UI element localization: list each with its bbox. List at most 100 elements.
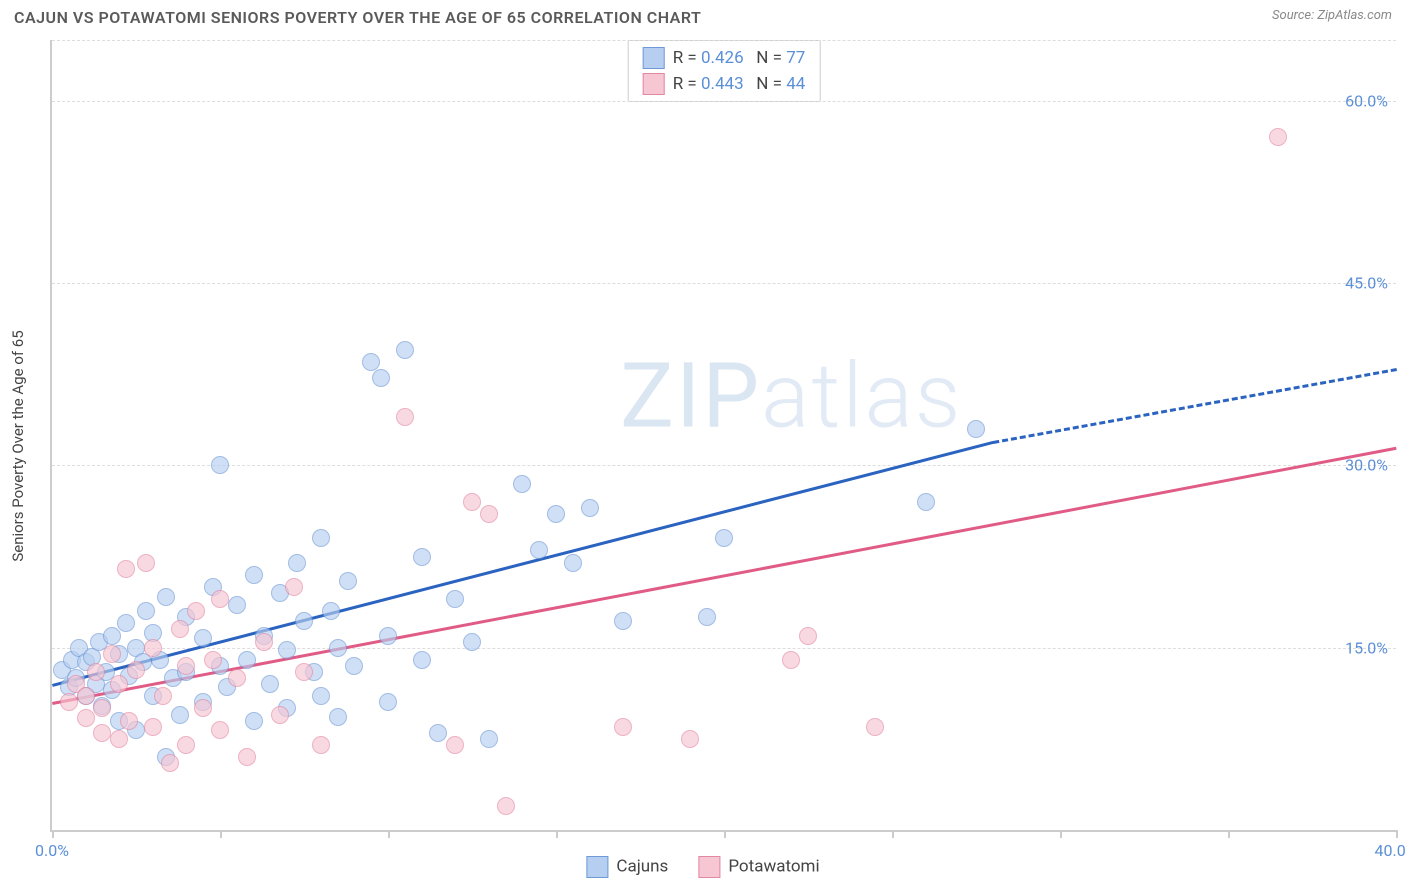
data-point bbox=[171, 706, 189, 724]
data-point bbox=[87, 663, 105, 681]
legend-label: Potawatomi bbox=[728, 856, 819, 876]
data-point bbox=[329, 708, 347, 726]
data-point bbox=[379, 627, 397, 645]
data-point bbox=[967, 420, 985, 438]
data-point bbox=[322, 602, 340, 620]
data-point bbox=[329, 639, 347, 657]
legend-swatch bbox=[586, 856, 608, 878]
data-point bbox=[463, 633, 481, 651]
y-axis-label: Seniors Poverty Over the Age of 65 bbox=[9, 330, 27, 561]
scatter-plot: ZIPatlas R = 0.426 N = 77 R = 0.443 N = 4… bbox=[50, 40, 1396, 832]
data-point bbox=[513, 475, 531, 493]
data-point bbox=[396, 341, 414, 359]
legend-label: Cajuns bbox=[616, 856, 668, 876]
data-point bbox=[117, 614, 135, 632]
data-point bbox=[312, 736, 330, 754]
data-point bbox=[177, 736, 195, 754]
data-point bbox=[211, 590, 229, 608]
data-point bbox=[339, 572, 357, 590]
data-point bbox=[187, 602, 205, 620]
data-point bbox=[698, 608, 716, 626]
data-point bbox=[137, 554, 155, 572]
legend-stat-row: R = 0.443 N = 44 bbox=[643, 71, 806, 97]
legend-series: Cajuns Potawatomi bbox=[586, 856, 819, 878]
data-point bbox=[103, 645, 121, 663]
data-point bbox=[715, 529, 733, 547]
data-point bbox=[372, 369, 390, 387]
data-point bbox=[782, 651, 800, 669]
gridline bbox=[52, 648, 1396, 649]
data-point bbox=[177, 657, 195, 675]
x-tick-label: 40.0% bbox=[1375, 841, 1406, 860]
x-tick bbox=[388, 830, 390, 838]
data-point bbox=[446, 736, 464, 754]
data-point bbox=[137, 602, 155, 620]
data-point bbox=[194, 629, 212, 647]
data-point bbox=[413, 548, 431, 566]
legend-stat-text: R = 0.426 N = 77 bbox=[673, 48, 806, 68]
data-point bbox=[211, 721, 229, 739]
data-point bbox=[161, 754, 179, 772]
data-point bbox=[255, 633, 273, 651]
data-point bbox=[1269, 128, 1287, 146]
data-point bbox=[228, 669, 246, 687]
data-point bbox=[866, 718, 884, 736]
data-point bbox=[157, 588, 175, 606]
x-tick bbox=[892, 830, 894, 838]
data-point bbox=[278, 641, 296, 659]
data-point bbox=[480, 730, 498, 748]
data-point bbox=[271, 706, 289, 724]
trend-line bbox=[993, 368, 1397, 444]
data-point bbox=[288, 554, 306, 572]
x-tick bbox=[1396, 830, 1398, 838]
data-point bbox=[144, 718, 162, 736]
data-point bbox=[120, 712, 138, 730]
y-tick-label: 15.0% bbox=[1345, 638, 1388, 657]
watermark: ZIPatlas bbox=[620, 343, 962, 448]
data-point bbox=[497, 797, 515, 815]
data-point bbox=[93, 724, 111, 742]
data-point bbox=[127, 661, 145, 679]
data-point bbox=[413, 651, 431, 669]
data-point bbox=[396, 408, 414, 426]
data-point bbox=[194, 699, 212, 717]
chart-title: CAJUN VS POTAWATOMI SENIORS POVERTY OVER… bbox=[14, 8, 701, 27]
data-point bbox=[228, 596, 246, 614]
data-point bbox=[261, 675, 279, 693]
data-point bbox=[530, 541, 548, 559]
legend-swatch bbox=[643, 73, 665, 95]
x-tick bbox=[220, 830, 222, 838]
data-point bbox=[446, 590, 464, 608]
x-tick bbox=[556, 830, 558, 838]
data-point bbox=[238, 748, 256, 766]
y-tick-label: 45.0% bbox=[1345, 274, 1388, 293]
y-tick-label: 30.0% bbox=[1345, 456, 1388, 475]
legend-swatch bbox=[643, 47, 665, 69]
data-point bbox=[204, 651, 222, 669]
data-point bbox=[295, 663, 313, 681]
data-point bbox=[917, 493, 935, 511]
gridline bbox=[52, 465, 1396, 466]
data-point bbox=[564, 554, 582, 572]
data-point bbox=[312, 529, 330, 547]
data-point bbox=[245, 566, 263, 584]
y-tick-label: 60.0% bbox=[1345, 91, 1388, 110]
x-tick bbox=[1228, 830, 1230, 838]
legend-item: Potawatomi bbox=[698, 856, 819, 878]
data-point bbox=[60, 693, 78, 711]
legend-swatch bbox=[698, 856, 720, 878]
data-point bbox=[614, 718, 632, 736]
source-label: Source: ZipAtlas.com bbox=[1272, 8, 1392, 23]
gridline bbox=[52, 101, 1396, 102]
data-point bbox=[238, 651, 256, 669]
data-point bbox=[312, 687, 330, 705]
legend-item: Cajuns bbox=[586, 856, 668, 878]
data-point bbox=[799, 627, 817, 645]
gridline bbox=[52, 283, 1396, 284]
data-point bbox=[117, 560, 135, 578]
x-tick bbox=[1060, 830, 1062, 838]
data-point bbox=[581, 499, 599, 517]
data-point bbox=[379, 693, 397, 711]
gridline bbox=[52, 40, 1396, 41]
data-point bbox=[295, 612, 313, 630]
